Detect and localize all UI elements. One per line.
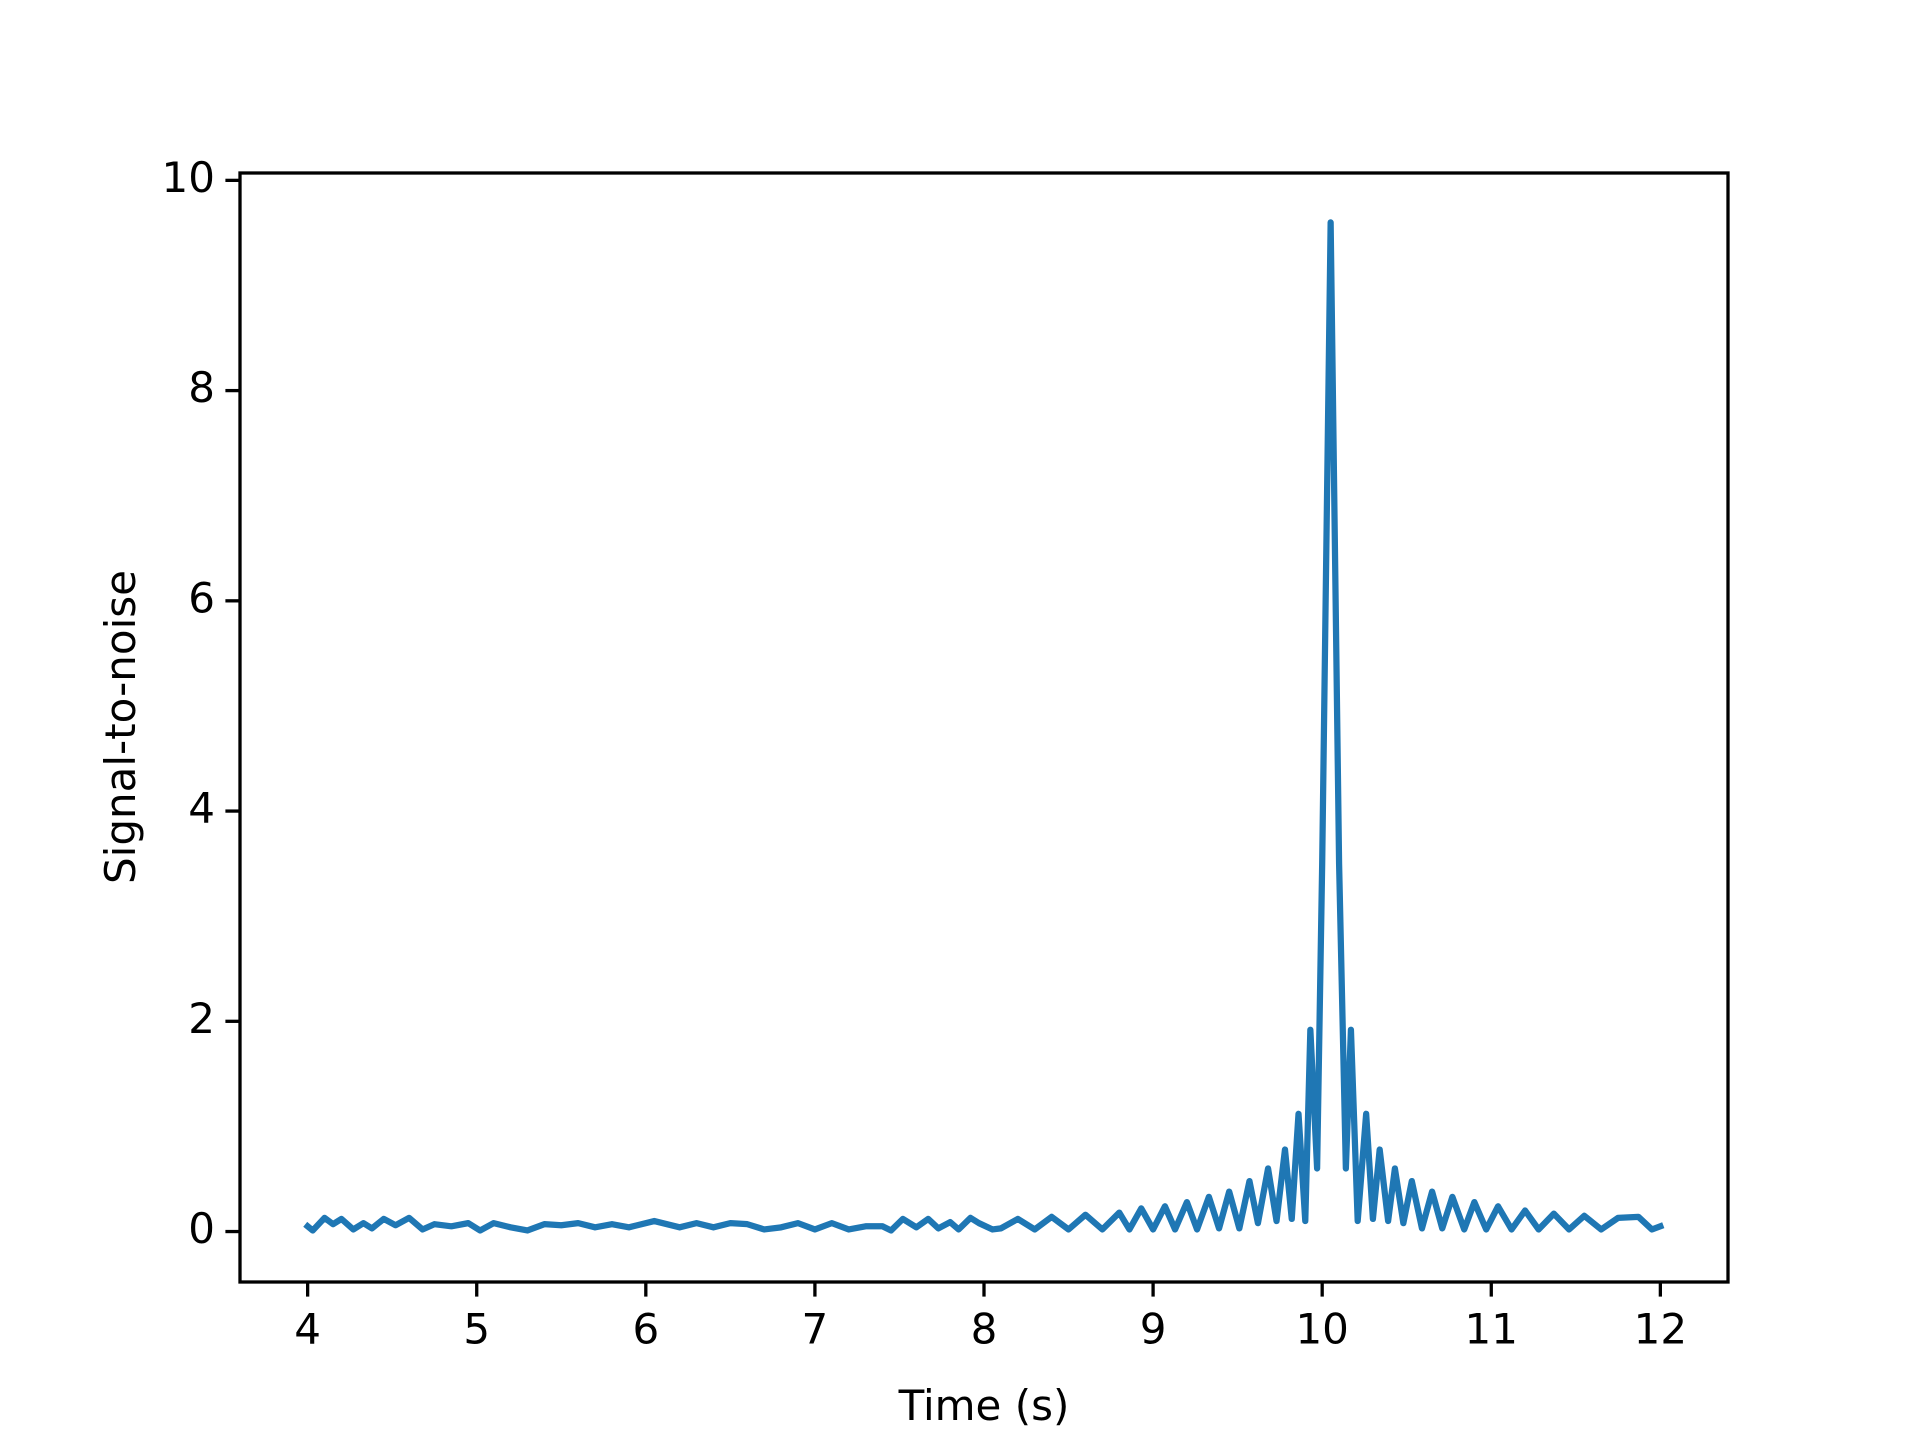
y-tick-label: 10 [162, 153, 215, 202]
x-tick-label: 12 [1634, 1305, 1687, 1354]
data-line [303, 219, 1665, 1234]
y-tick-label: 4 [188, 784, 215, 833]
x-tick-label: 5 [463, 1305, 490, 1354]
plot-frame [238, 171, 1730, 1284]
x-tick-label: 7 [802, 1305, 829, 1354]
x-tick-label: 9 [1140, 1305, 1167, 1354]
x-tick-label: 10 [1295, 1305, 1348, 1354]
y-tick-label: 6 [188, 573, 215, 622]
x-tick-label: 6 [632, 1305, 659, 1354]
y-tick-label: 2 [188, 994, 215, 1043]
y-tick-label: 0 [188, 1204, 215, 1253]
x-tick-label: 4 [294, 1305, 321, 1354]
x-axis-label: Time (s) [898, 1381, 1070, 1430]
y-axis-label: Signal-to-noise [96, 570, 145, 884]
x-tick-label: 11 [1465, 1305, 1518, 1354]
y-tick-label: 8 [188, 363, 215, 412]
x-tick-label: 8 [971, 1305, 998, 1354]
